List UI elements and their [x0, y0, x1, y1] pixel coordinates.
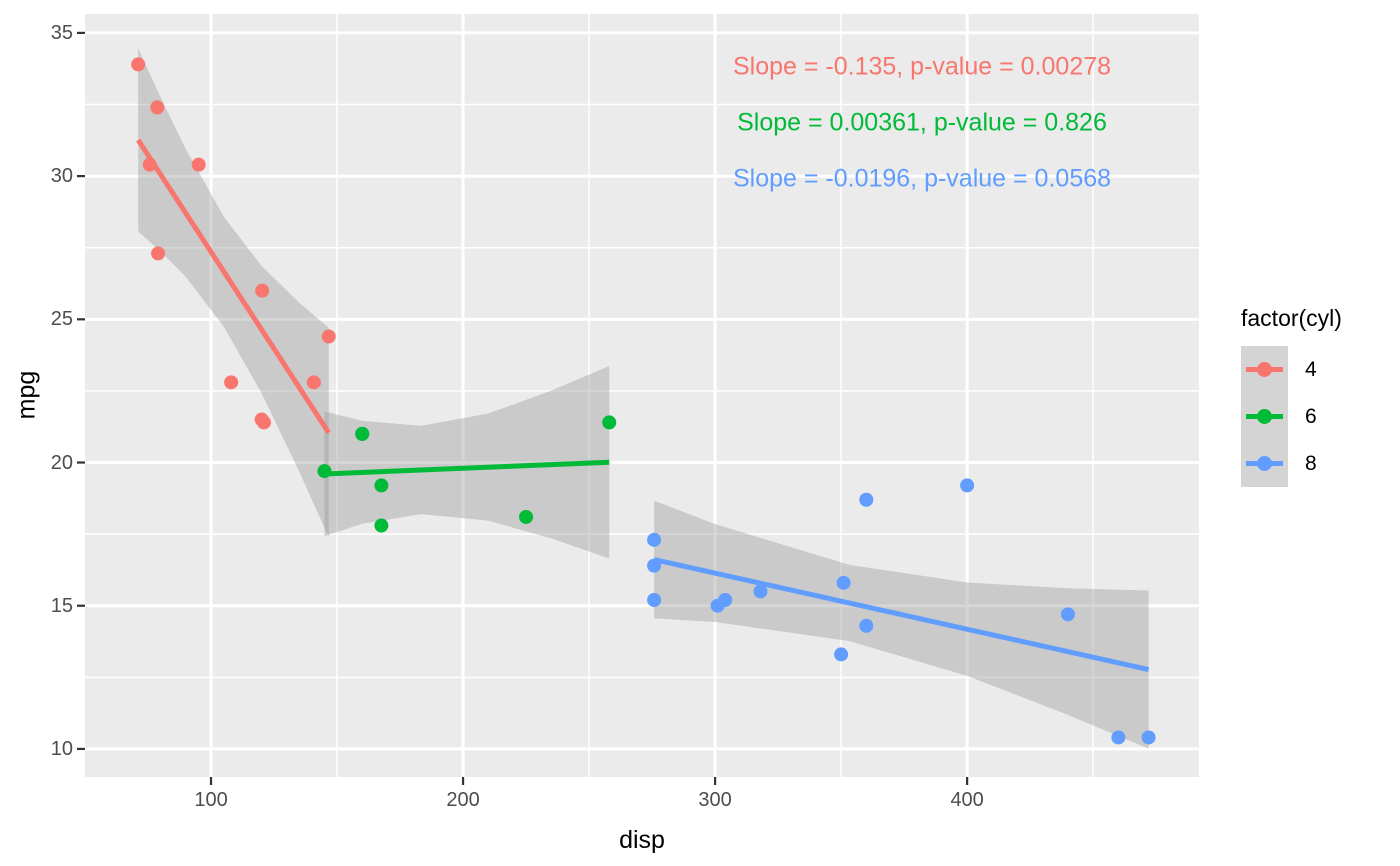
data-point-cyl4	[255, 283, 270, 298]
data-point-cyl6	[519, 509, 534, 524]
x-axis-title: disp	[619, 826, 665, 854]
annotation-slope-cyl6: Slope = 0.00361, p-value = 0.826	[737, 108, 1107, 137]
annotation-slope-cyl8: Slope = -0.0196, p-value = 0.0568	[732, 164, 1112, 193]
data-point-cyl8	[1060, 607, 1075, 622]
data-point-cyl4	[151, 246, 166, 261]
legend-entry-cyl4: 4	[1241, 346, 1342, 393]
annotation-slope-cyl4: Slope = -0.135, p-value = 0.00278	[732, 52, 1112, 81]
data-point-cyl6	[355, 426, 370, 441]
y-tick-label: 35	[50, 21, 73, 44]
regression-line-cyl6	[324, 459, 610, 477]
legend-key-glyph	[1246, 456, 1283, 471]
data-point-cyl4	[142, 157, 157, 172]
regression-line-cyl8	[653, 557, 1150, 673]
confidence-ribbon-cyl6	[324, 365, 610, 559]
x-tick-label: 100	[194, 789, 228, 811]
legend-key-swatch-cyl4	[1241, 346, 1288, 393]
y-tick-label: 20	[50, 451, 73, 474]
y-tick-label: 15	[50, 594, 73, 617]
legend-label-cyl8: 8	[1305, 451, 1317, 475]
data-point-cyl8	[859, 618, 874, 633]
legend-key-swatch-cyl6	[1241, 393, 1288, 440]
data-point-cyl8	[647, 532, 662, 547]
x-tick-label: 200	[446, 789, 480, 811]
legend-key-swatch-cyl8	[1241, 440, 1288, 487]
data-point-cyl6	[602, 415, 617, 430]
legend-key-glyph	[1246, 362, 1283, 377]
data-point-cyl4	[224, 375, 239, 390]
x-tick-label: 300	[698, 789, 732, 811]
data-point-cyl6	[317, 464, 332, 479]
y-tick-label: 30	[50, 165, 73, 188]
panel-background	[85, 14, 1199, 777]
confidence-ribbon-cyl4	[138, 48, 329, 538]
regression-line-cyl4	[136, 138, 331, 435]
data-point-cyl8	[647, 592, 662, 607]
data-point-cyl6	[374, 478, 389, 493]
y-axis-title: mpg	[12, 370, 41, 420]
data-point-cyl6	[374, 518, 389, 533]
data-point-cyl8	[836, 575, 851, 590]
confidence-ribbon-cyl8	[654, 500, 1149, 749]
data-point-cyl4	[150, 100, 165, 115]
data-point-cyl8	[710, 598, 725, 613]
data-point-cyl4	[306, 375, 321, 390]
legend-keys: 4 6 8	[1241, 346, 1342, 487]
data-point-cyl4	[191, 157, 206, 172]
data-point-cyl4	[256, 415, 271, 430]
legend-entry-cyl6: 6	[1241, 393, 1342, 440]
data-point-cyl8	[859, 492, 874, 507]
legend: factor(cyl) 4 6 8	[1241, 305, 1342, 487]
legend-key-glyph	[1246, 409, 1283, 424]
y-tick-label: 10	[50, 737, 73, 760]
data-point-cyl8	[647, 558, 662, 573]
x-tick-label: 400	[950, 789, 984, 811]
legend-title: factor(cyl)	[1241, 305, 1342, 331]
legend-label-cyl4: 4	[1305, 357, 1317, 381]
data-point-cyl8	[834, 647, 849, 662]
legend-label-cyl6: 6	[1305, 404, 1317, 428]
data-point-cyl8	[753, 584, 768, 599]
legend-entry-cyl8: 8	[1241, 440, 1342, 487]
data-point-cyl8	[960, 478, 975, 493]
data-point-cyl8	[1141, 730, 1156, 745]
y-tick-label: 25	[50, 308, 73, 331]
data-point-cyl4	[321, 329, 336, 344]
data-point-cyl4	[131, 57, 146, 72]
data-point-cyl8	[1111, 730, 1126, 745]
